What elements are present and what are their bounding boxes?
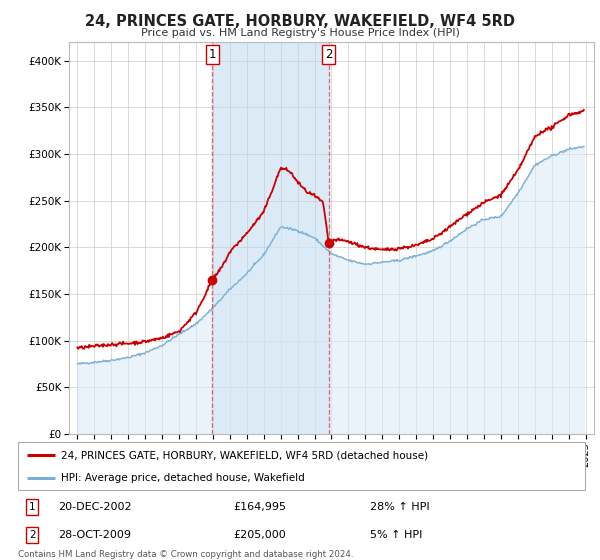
Text: 1: 1	[209, 48, 216, 61]
Text: 24, PRINCES GATE, HORBURY, WAKEFIELD, WF4 5RD: 24, PRINCES GATE, HORBURY, WAKEFIELD, WF…	[85, 14, 515, 29]
Text: Contains HM Land Registry data © Crown copyright and database right 2024.
This d: Contains HM Land Registry data © Crown c…	[18, 550, 353, 560]
FancyBboxPatch shape	[18, 442, 585, 490]
Text: 28-OCT-2009: 28-OCT-2009	[58, 530, 131, 540]
Text: £205,000: £205,000	[233, 530, 286, 540]
Text: 28% ↑ HPI: 28% ↑ HPI	[370, 502, 429, 512]
Text: 5% ↑ HPI: 5% ↑ HPI	[370, 530, 422, 540]
Text: 24, PRINCES GATE, HORBURY, WAKEFIELD, WF4 5RD (detached house): 24, PRINCES GATE, HORBURY, WAKEFIELD, WF…	[61, 450, 428, 460]
Text: Price paid vs. HM Land Registry's House Price Index (HPI): Price paid vs. HM Land Registry's House …	[140, 28, 460, 38]
Text: 2: 2	[29, 530, 35, 540]
Text: HPI: Average price, detached house, Wakefield: HPI: Average price, detached house, Wake…	[61, 473, 304, 483]
Text: 20-DEC-2002: 20-DEC-2002	[58, 502, 131, 512]
Text: £164,995: £164,995	[233, 502, 286, 512]
Bar	[212, 42, 329, 434]
Text: 1: 1	[29, 502, 35, 512]
Text: 2: 2	[325, 48, 332, 61]
